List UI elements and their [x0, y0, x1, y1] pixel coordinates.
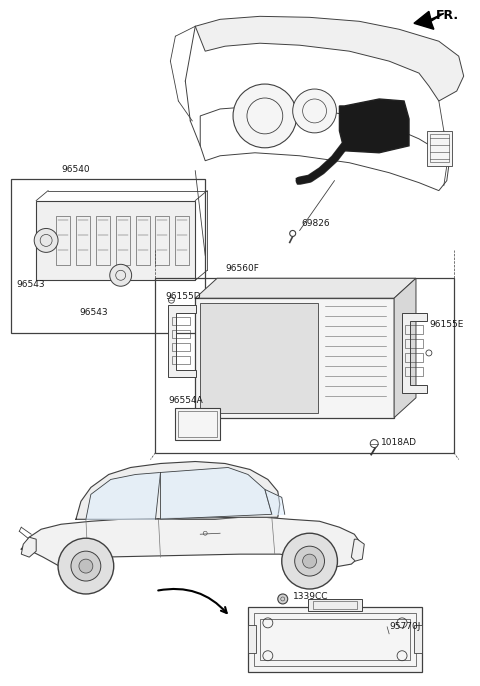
Bar: [156, 279, 454, 453]
Bar: [200, 303, 318, 413]
Bar: [248, 607, 422, 672]
Polygon shape: [402, 313, 427, 393]
Text: 69826: 69826: [301, 219, 330, 228]
Bar: [136, 215, 150, 265]
Circle shape: [426, 350, 432, 356]
Bar: [172, 330, 190, 338]
Circle shape: [34, 228, 58, 252]
Circle shape: [370, 440, 378, 447]
Text: 96560F: 96560F: [225, 264, 259, 273]
Bar: [175, 215, 189, 265]
Polygon shape: [76, 462, 280, 519]
Polygon shape: [86, 473, 160, 519]
Bar: [405, 339, 423, 348]
Bar: [76, 215, 90, 265]
Circle shape: [79, 559, 93, 573]
Bar: [405, 353, 423, 362]
Bar: [414, 625, 422, 653]
Circle shape: [233, 84, 297, 147]
Bar: [179, 411, 217, 436]
Bar: [172, 343, 190, 351]
Circle shape: [282, 533, 337, 589]
Text: 96155D: 96155D: [166, 292, 201, 301]
Text: 96554A: 96554A: [168, 396, 203, 405]
Circle shape: [295, 546, 324, 576]
Bar: [254, 613, 416, 665]
Text: 96155E: 96155E: [429, 320, 463, 329]
Polygon shape: [265, 489, 285, 514]
Text: FR.: FR.: [436, 10, 459, 23]
Bar: [56, 215, 70, 265]
Bar: [96, 215, 110, 265]
Circle shape: [290, 230, 296, 237]
Text: 96543: 96543: [79, 308, 108, 317]
Circle shape: [58, 539, 114, 594]
Bar: [195, 298, 394, 418]
Polygon shape: [21, 537, 36, 557]
Text: 96540: 96540: [61, 165, 90, 174]
Circle shape: [71, 551, 101, 581]
Text: 1018AD: 1018AD: [381, 438, 417, 447]
Polygon shape: [195, 16, 464, 101]
Bar: [172, 356, 190, 364]
Bar: [116, 215, 130, 265]
Polygon shape: [168, 305, 196, 377]
Circle shape: [293, 89, 336, 133]
Bar: [175, 407, 220, 440]
Polygon shape: [394, 279, 416, 418]
Polygon shape: [339, 99, 409, 153]
Polygon shape: [21, 517, 361, 567]
Text: 96543: 96543: [16, 281, 45, 289]
Bar: [308, 599, 362, 611]
Bar: [172, 317, 190, 325]
Circle shape: [110, 264, 132, 286]
Bar: [248, 625, 256, 653]
Circle shape: [302, 554, 316, 568]
Circle shape: [278, 594, 288, 604]
Circle shape: [168, 297, 174, 303]
Bar: [12, 178, 205, 333]
Polygon shape: [160, 467, 272, 519]
Polygon shape: [351, 539, 364, 561]
Bar: [312, 601, 357, 609]
Bar: [36, 200, 195, 281]
Bar: [156, 215, 169, 265]
Text: 95770J: 95770J: [389, 622, 420, 631]
Bar: [405, 325, 423, 334]
Bar: [260, 619, 410, 660]
Polygon shape: [414, 12, 444, 29]
Bar: [430, 134, 449, 162]
Bar: [427, 131, 452, 166]
Polygon shape: [195, 279, 416, 298]
Bar: [405, 367, 423, 376]
Text: 1339CC: 1339CC: [293, 592, 328, 601]
